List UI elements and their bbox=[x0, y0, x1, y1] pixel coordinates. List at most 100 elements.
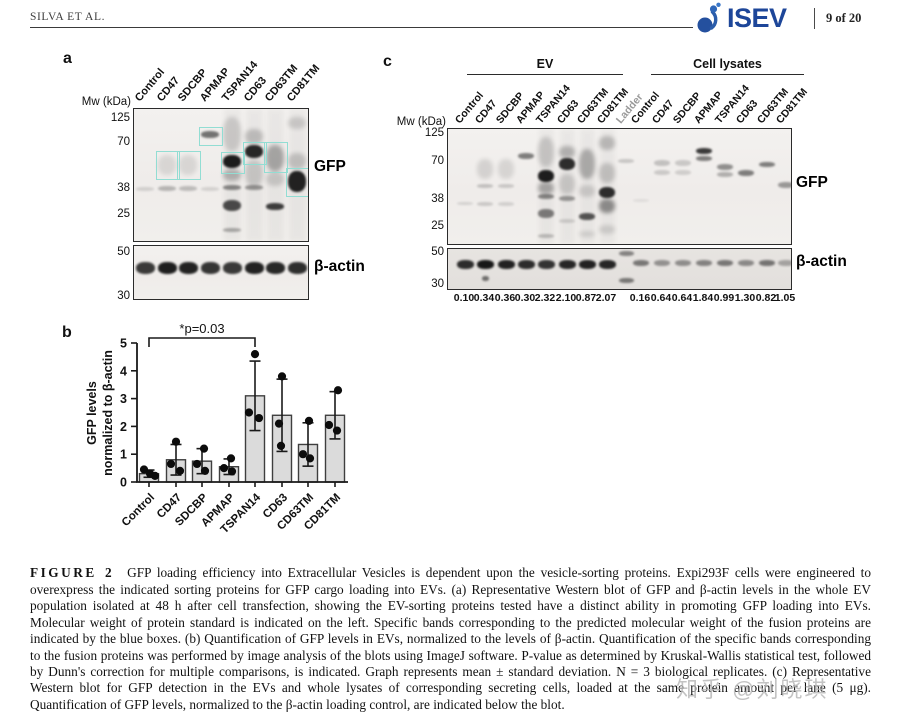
page-number: 9 of 20 bbox=[826, 11, 862, 25]
data-point bbox=[219, 464, 229, 473]
blot-band bbox=[618, 251, 634, 256]
lane-streak bbox=[559, 129, 575, 244]
data-point bbox=[277, 372, 287, 381]
gfp-levels-bar-chart: 0 1 2 3 4 5 Control CD47 SDCBP APMAP TSPAN14 CD63 CD… bbox=[52, 318, 362, 538]
blot-band bbox=[498, 159, 514, 179]
ev-quant-value: 2.07 bbox=[595, 292, 617, 304]
blot-band bbox=[456, 260, 474, 269]
group-header-ev: EV bbox=[467, 57, 623, 75]
blot-band bbox=[476, 260, 494, 269]
lysate-quant-value: 1.84 bbox=[692, 292, 714, 304]
data-point bbox=[274, 419, 284, 428]
group-header-cell-lysates: Cell lysates bbox=[651, 57, 804, 75]
lysate-quant-value: 0.82 bbox=[755, 292, 777, 304]
blot-band bbox=[579, 213, 595, 220]
blot-band bbox=[222, 262, 242, 274]
blot-band bbox=[201, 131, 219, 138]
data-point bbox=[250, 350, 260, 359]
panel-c-gfp-blot bbox=[447, 128, 792, 245]
panel-a-gfp-mw-label: 38 bbox=[117, 182, 130, 194]
ev-quant-value: 0.10 bbox=[453, 292, 475, 304]
blot-band bbox=[158, 186, 176, 191]
blot-band bbox=[696, 260, 712, 266]
data-point bbox=[166, 459, 176, 469]
data-point bbox=[200, 466, 210, 475]
blot-band bbox=[223, 169, 241, 181]
blot-band bbox=[497, 260, 515, 269]
blot-band bbox=[579, 231, 595, 237]
blot-band bbox=[778, 260, 791, 266]
blot-band bbox=[288, 153, 306, 169]
predicted-mw-box bbox=[286, 168, 308, 197]
blot-band bbox=[178, 262, 198, 274]
panel-a-actin-side-label: β-actin bbox=[314, 258, 365, 275]
data-point bbox=[226, 454, 236, 463]
header-separator bbox=[814, 8, 815, 29]
blot-band bbox=[675, 170, 691, 175]
data-point bbox=[324, 420, 334, 430]
blot-band bbox=[654, 160, 670, 166]
panel-a-gfp-mw-label: 125 bbox=[110, 112, 130, 124]
blot-band bbox=[618, 278, 634, 283]
data-point bbox=[254, 413, 264, 423]
panel-a-mw-header: Mw (kDa) bbox=[81, 96, 131, 108]
blot-band bbox=[599, 187, 615, 198]
panel-a-actin-mw-label: 50 bbox=[117, 246, 130, 258]
blot-band bbox=[579, 149, 595, 179]
blot-band bbox=[223, 200, 241, 211]
panel-a-actin-mw-label: 30 bbox=[117, 290, 130, 302]
blot-band bbox=[696, 148, 712, 154]
data-point bbox=[333, 386, 343, 395]
blot-band bbox=[477, 184, 493, 188]
blot-band bbox=[223, 185, 241, 190]
blot-band bbox=[717, 260, 733, 266]
data-point bbox=[305, 454, 315, 463]
blot-band bbox=[559, 196, 575, 201]
blot-band bbox=[654, 260, 670, 266]
panel-a-gfp-side-label: GFP bbox=[314, 158, 346, 175]
predicted-mw-box bbox=[264, 142, 288, 173]
blot-band bbox=[538, 182, 554, 194]
blot-band bbox=[288, 171, 306, 192]
x-category-label: Control bbox=[120, 492, 157, 529]
blot-band bbox=[717, 164, 733, 170]
blot-band bbox=[287, 262, 307, 274]
lysate-quant-value: 0.99 bbox=[713, 292, 735, 304]
blot-band bbox=[223, 117, 241, 151]
blot-band bbox=[136, 187, 154, 191]
blot-band bbox=[599, 199, 615, 213]
panel-a-gfp-blot bbox=[133, 108, 309, 242]
blot-band bbox=[157, 262, 177, 274]
blot-band bbox=[538, 170, 554, 182]
blot-band bbox=[266, 172, 284, 186]
blot-band bbox=[518, 153, 534, 159]
watermark: 知乎 @刘晓琪 bbox=[676, 677, 829, 702]
significance-bracket bbox=[148, 337, 256, 347]
predicted-mw-box bbox=[221, 152, 245, 174]
blot-band bbox=[477, 202, 493, 206]
blot-band bbox=[223, 155, 241, 168]
ev-quant-value: 2.32 bbox=[534, 292, 556, 304]
blot-band bbox=[633, 260, 649, 266]
data-point bbox=[276, 441, 286, 450]
blot-band bbox=[579, 185, 595, 197]
lysate-quant-value: 0.64 bbox=[650, 292, 672, 304]
panel-c-actin-mw-label: 50 bbox=[431, 246, 444, 258]
blot-band bbox=[538, 137, 554, 167]
running-head: SILVA ET AL. bbox=[30, 11, 106, 23]
panel-c-gfp-mw-label: 38 bbox=[431, 193, 444, 205]
data-point bbox=[298, 450, 308, 459]
blot-band bbox=[498, 202, 514, 206]
figure-caption-label: FIGURE 2 bbox=[30, 565, 115, 581]
blot-band bbox=[538, 234, 554, 238]
y-tick-label: 5 bbox=[120, 337, 127, 351]
data-point bbox=[244, 408, 254, 417]
panel-a-label: a bbox=[63, 50, 72, 67]
panel-a-gfp-mw-label: 25 bbox=[117, 208, 130, 220]
y-axis-label: normalized to β-actin bbox=[101, 350, 115, 476]
blot-band bbox=[778, 182, 791, 188]
ev-quant-value: 0.30 bbox=[514, 292, 536, 304]
blot-band bbox=[759, 162, 775, 167]
predicted-mw-box bbox=[243, 142, 267, 165]
data-point bbox=[175, 466, 185, 475]
